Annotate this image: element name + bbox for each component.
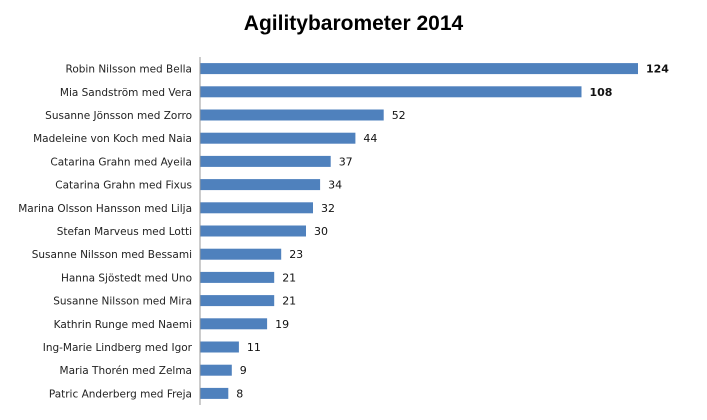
bar-11 <box>200 318 268 330</box>
category-labels-layer: Robin Nilsson med Bella Mia Sandström med… <box>18 64 192 401</box>
value-label-3: 44 <box>363 132 377 145</box>
value-label-5: 34 <box>328 179 342 192</box>
category-label-11: Kathrin Runge med Naemi <box>54 319 192 331</box>
category-label-0: Robin Nilsson med Bella <box>66 64 193 76</box>
bar-8 <box>200 248 282 260</box>
value-label-7: 30 <box>314 225 328 238</box>
value-label-9: 21 <box>282 271 296 284</box>
value-label-1: 108 <box>590 86 613 99</box>
category-label-5: Catarina Grahn med Fixus <box>55 180 192 192</box>
category-label-13: Maria Thorén med Zelma <box>60 365 192 377</box>
category-label-6: Marina Olsson Hansson med Lilja <box>18 203 192 215</box>
category-label-7: Stefan Marveus med Lotti <box>57 226 192 238</box>
bar-10 <box>200 295 275 307</box>
category-label-1: Mia Sandström med Vera <box>60 87 192 99</box>
value-label-12: 11 <box>247 341 261 354</box>
value-label-10: 21 <box>282 295 296 308</box>
bar-13 <box>200 364 232 376</box>
value-label-14: 8 <box>236 387 243 400</box>
category-label-8: Susanne Nilsson med Bessami <box>32 249 192 261</box>
category-label-3: Madeleine von Koch med Naia <box>33 133 192 145</box>
category-label-9: Hanna Sjöstedt med Uno <box>61 272 192 284</box>
bar-6 <box>200 202 313 214</box>
bar-7 <box>200 225 306 237</box>
value-labels-layer: 124 108 52 44 37 34 32 30 23 21 21 19 119 8 <box>236 63 669 401</box>
value-label-2: 52 <box>392 109 406 122</box>
value-label-11: 19 <box>275 318 289 331</box>
category-label-2: Susanne Jönsson med Zorro <box>45 110 192 122</box>
bar-4 <box>200 155 331 167</box>
bars-layer <box>200 63 638 399</box>
value-label-8: 23 <box>289 248 303 261</box>
bar-14 <box>200 387 229 399</box>
category-label-10: Susanne Nilsson med Mira <box>53 296 192 308</box>
chart-title: Agilitybarometer 2014 <box>243 12 464 35</box>
value-label-6: 32 <box>321 202 335 215</box>
bar-0 <box>200 63 638 75</box>
bar-5 <box>200 179 321 191</box>
bar-2 <box>200 109 384 121</box>
bar-1 <box>200 86 582 98</box>
value-label-13: 9 <box>240 364 247 377</box>
bar-9 <box>200 271 275 283</box>
category-label-12: Ing-Marie Lindberg med Igor <box>43 342 193 354</box>
bar-3 <box>200 132 356 144</box>
category-label-4: Catarina Grahn med Ayeila <box>50 156 192 168</box>
value-label-0: 124 <box>646 63 669 76</box>
category-label-14: Patric Anderberg med Freja <box>49 388 192 400</box>
bar-12 <box>200 341 239 353</box>
value-label-4: 37 <box>339 155 353 168</box>
